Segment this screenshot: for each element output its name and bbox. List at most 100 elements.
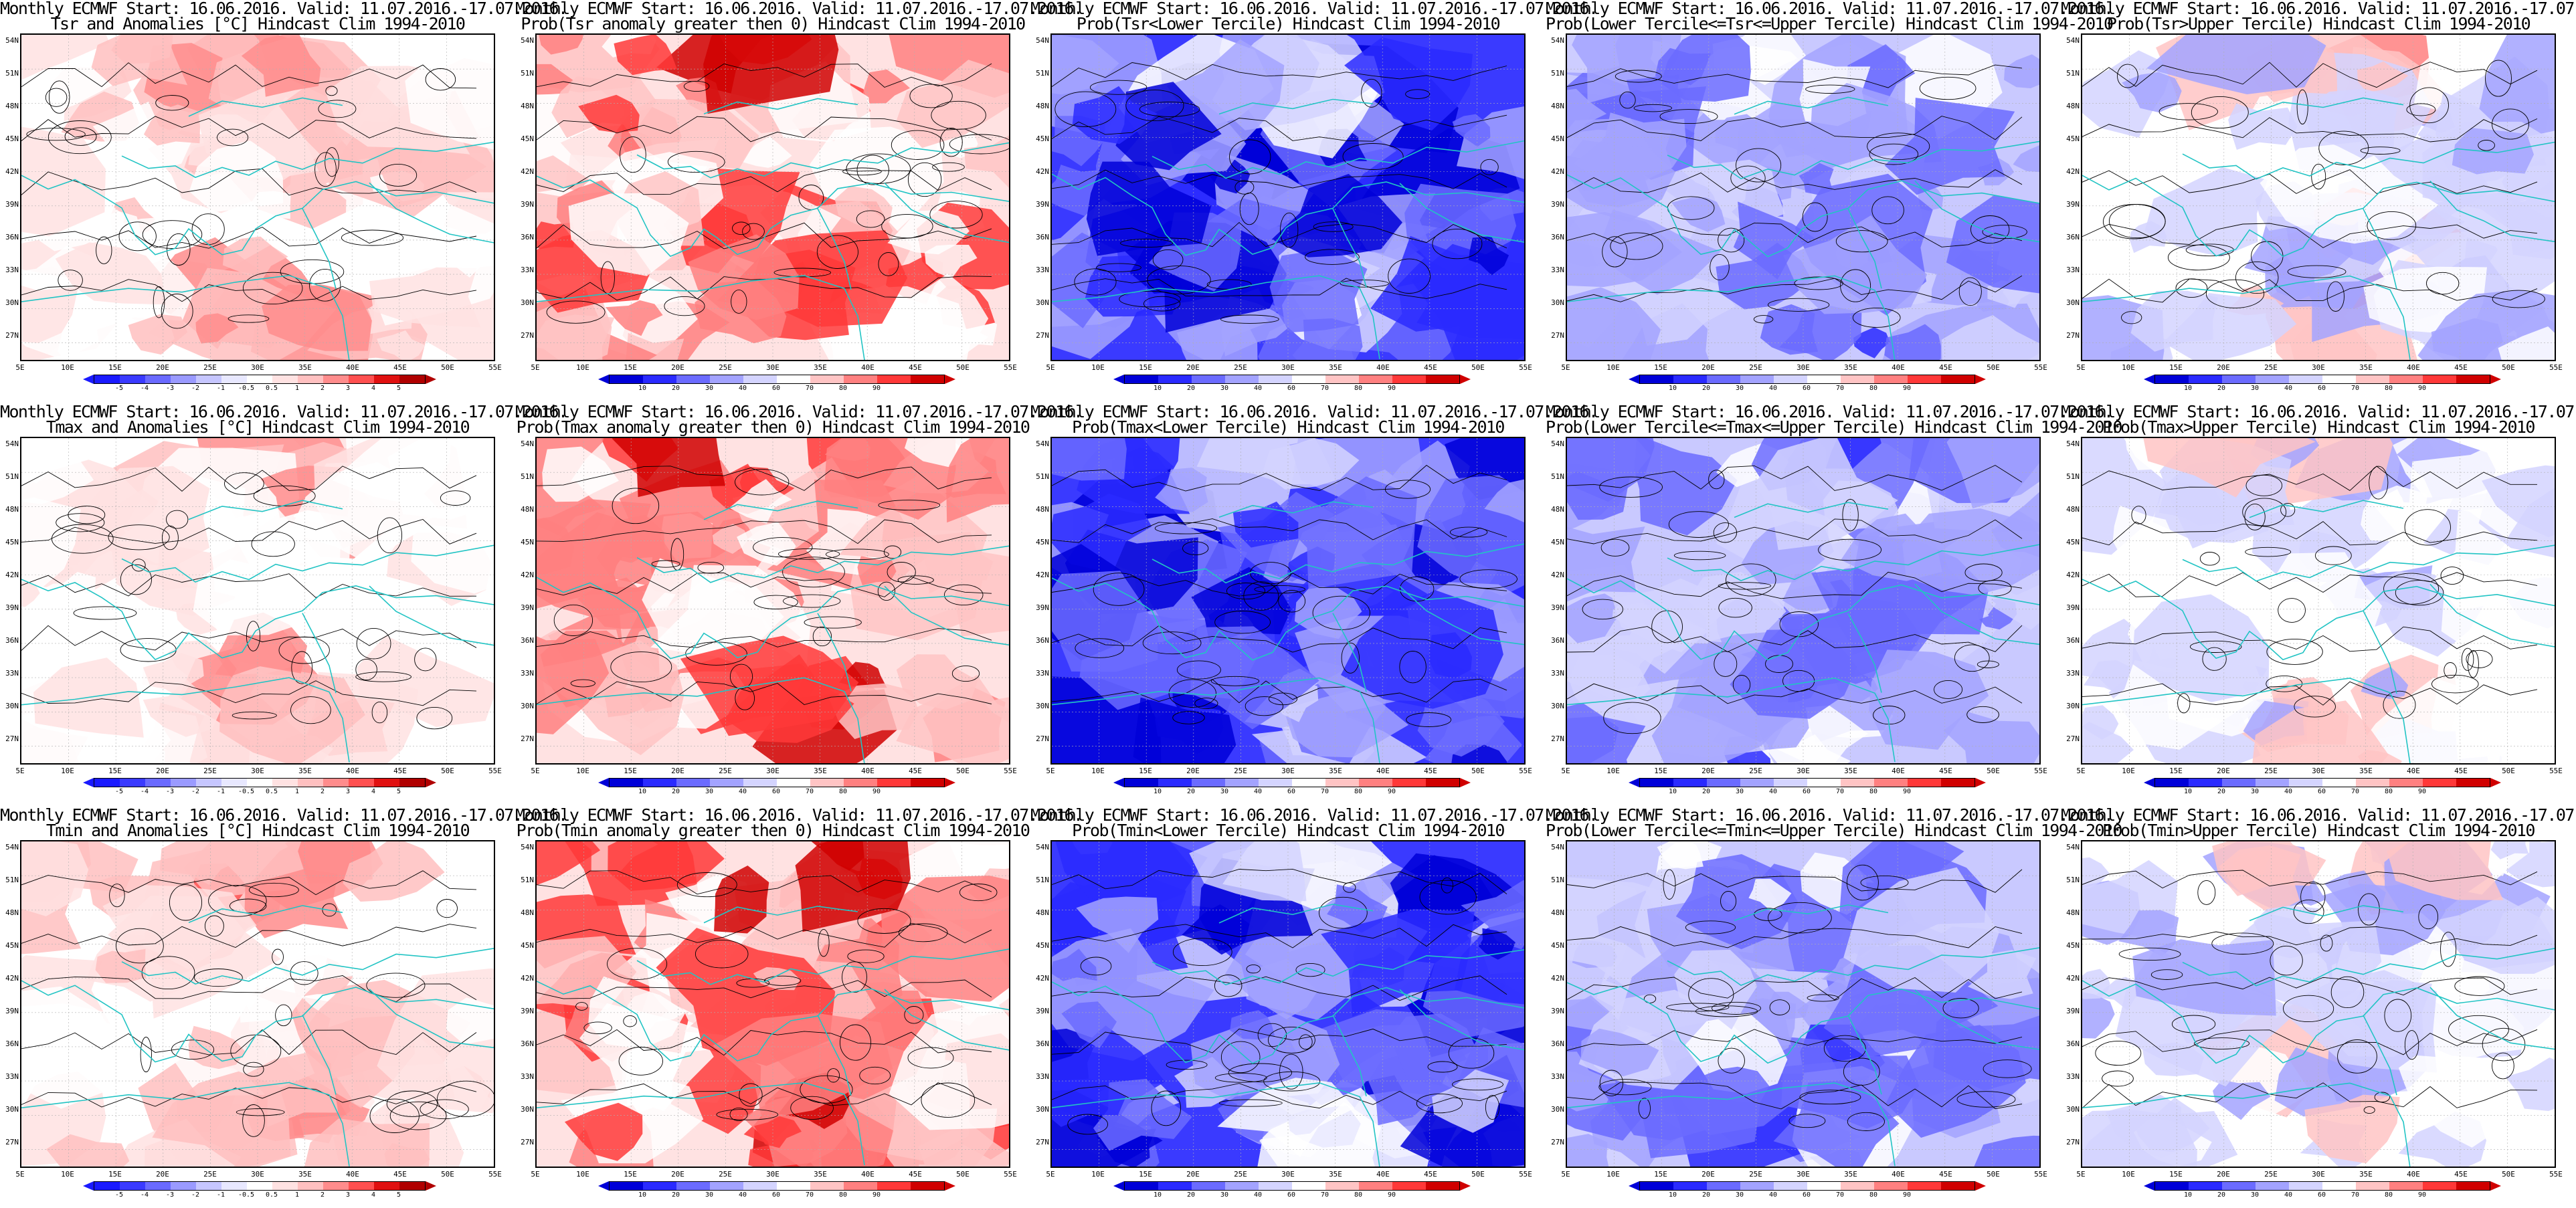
- shaded-region: [712, 524, 749, 554]
- shaded-region: [1869, 649, 1989, 750]
- temperature-contour: [575, 1002, 588, 1011]
- colorbar-swatch: [911, 1182, 944, 1190]
- longitude-label: 40E: [2407, 363, 2420, 372]
- temperature-contour: [1710, 254, 1730, 281]
- map-plot-area: [1050, 840, 1526, 1168]
- shaded-region: [244, 869, 349, 938]
- colorbar-swatch: [1874, 779, 1908, 787]
- colorbar-tick-label: 20: [671, 1191, 680, 1199]
- temperature-contour: [2467, 649, 2479, 678]
- coastline: [2082, 175, 2555, 258]
- latitude-label: 48N: [1551, 505, 1564, 514]
- temperature-contour: [26, 128, 86, 141]
- latitude-label: 54N: [521, 843, 534, 851]
- shaded-region: [1884, 324, 1941, 360]
- shaded-region: [2482, 465, 2555, 538]
- temperature-contour: [943, 584, 984, 606]
- longitude-label: 5E: [15, 767, 25, 775]
- latitude-label: 33N: [521, 1072, 534, 1081]
- temperature-contour: [1234, 180, 1255, 195]
- colorbar-swatch: [911, 375, 944, 383]
- temperature-contour: [2158, 103, 2218, 120]
- temperature-contour: [1942, 998, 1979, 1019]
- temperature-contour: [2082, 870, 2538, 889]
- latitude-label: 36N: [521, 1039, 534, 1048]
- longitude-label: 5E: [2076, 767, 2086, 775]
- latitude-label: 51N: [521, 69, 534, 78]
- temperature-contour: [1074, 268, 1117, 296]
- latitude-label: 27N: [5, 734, 19, 743]
- longitude-label: 25E: [2264, 767, 2278, 775]
- longitude-label: 50E: [2502, 363, 2515, 372]
- latitude-label: 51N: [5, 876, 19, 884]
- longitude-label: 55E: [1519, 1170, 1532, 1179]
- colorbar-swatch: [1426, 375, 1459, 383]
- panel-title-line2: Prob(Tmax anomaly greater then 0) Hindca…: [516, 417, 1030, 437]
- colorbar-swatch: [2356, 375, 2389, 383]
- colorbar: -5 -4 -3 -2 -1 -0.5 0.5 1 2 3 4 5: [80, 778, 442, 805]
- colorbar-max-arrow: [2490, 375, 2501, 384]
- colorbar-tick-label: 40: [738, 788, 747, 795]
- shaded-region: [428, 724, 486, 763]
- temperature-contour: [929, 201, 983, 229]
- colorbar: -5 -4 -3 -2 -1 -0.5 0.5 1 2 3 4 5: [80, 1181, 442, 1208]
- shaded-region: [244, 1052, 339, 1127]
- coastline: [884, 183, 1009, 243]
- map-panel-tsr-prob-middle: Monthly ECMWF Start: 16.06.2016. Valid: …: [1546, 0, 2114, 401]
- shaded-region: [1943, 712, 2039, 763]
- colorbar-swatch: [221, 779, 247, 787]
- temperature-contour: [1966, 706, 1999, 723]
- latitude-label: 51N: [5, 472, 19, 481]
- shaded-region: [21, 35, 110, 80]
- map-panel-tmax-anomaly: Monthly ECMWF Start: 16.06.2016. Valid: …: [0, 403, 568, 805]
- latitude-label: 48N: [521, 102, 534, 110]
- longitude-label: 35E: [2359, 363, 2373, 372]
- colorbar-swatch: [1325, 375, 1359, 383]
- temperature-contour: [607, 948, 668, 980]
- longitude-label: 20E: [671, 1170, 684, 1179]
- temperature-contour: [537, 681, 992, 705]
- latitude-label: 27N: [521, 734, 534, 743]
- colorbar: 10 20 30 40 60 70 80 90: [1111, 1181, 1472, 1208]
- longitude-label: 50E: [1471, 1170, 1485, 1179]
- temperature-contour: [800, 1075, 853, 1104]
- temperature-contour: [2202, 647, 2227, 671]
- coastline: [1152, 949, 1524, 986]
- colorbar-tick-label: 10: [1668, 1191, 1677, 1199]
- longitude-label: 15E: [1139, 767, 1152, 775]
- colorbar-swatch: [171, 779, 196, 787]
- temperature-contour: [171, 1039, 215, 1060]
- latitude-label: 30N: [2066, 298, 2080, 307]
- colorbar-swatch: [877, 779, 911, 787]
- longitude-label: 50E: [1987, 767, 2000, 775]
- temperature-contour: [1142, 631, 1202, 655]
- colorbar-swatch: [2189, 375, 2222, 383]
- longitude-label: 50E: [441, 363, 454, 372]
- colorbar-swatch: [1426, 779, 1459, 787]
- coastline: [1667, 947, 2039, 987]
- temperature-contour: [2337, 1039, 2377, 1074]
- temperature-contour: [790, 1096, 834, 1120]
- longitude-label: 30E: [2312, 1170, 2325, 1179]
- temperature-contour: [2440, 567, 2464, 585]
- shaded-region: [1754, 438, 1898, 550]
- shaded-region: [829, 683, 919, 739]
- latitude-label: 39N: [5, 200, 19, 209]
- coastline: [1332, 208, 1367, 288]
- colorbar-tick-label: 0.5: [265, 1191, 278, 1199]
- colorbar-tick-label: 10: [2183, 1191, 2193, 1199]
- map-svg: [1567, 438, 2039, 763]
- colorbar-swatch: [272, 375, 298, 383]
- temperature-contour: [2404, 1030, 2419, 1060]
- shaded-region: [1217, 1078, 1355, 1157]
- latitude-label: 39N: [521, 603, 534, 612]
- temperature-contour: [857, 908, 911, 934]
- shaded-region: [2132, 594, 2270, 702]
- coastline: [2182, 544, 2555, 582]
- shaded-region: [2272, 274, 2315, 300]
- colorbar-swatch: [676, 779, 710, 787]
- colorbar-swatch: [1908, 375, 1941, 383]
- shaded-region: [1076, 896, 1159, 953]
- temperature-contour: [2245, 546, 2292, 557]
- temperature-contour: [753, 595, 798, 609]
